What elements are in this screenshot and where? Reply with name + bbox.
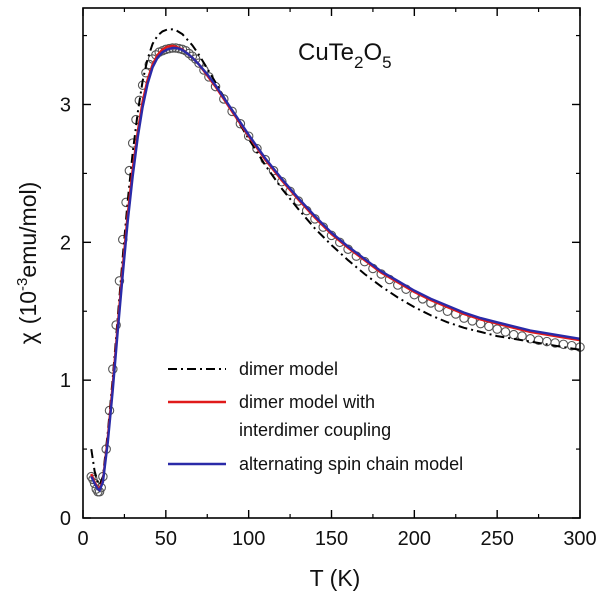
data-point-42 (235, 119, 246, 129)
x-tick-label-0: 0 (77, 528, 88, 550)
x-tick-label-5: 250 (480, 528, 513, 550)
compound-annotation: CuTe2O5 (298, 39, 392, 72)
data-point-12 (114, 276, 125, 286)
y-tick-label-2: 2 (60, 232, 71, 254)
x-tick-label-2: 100 (232, 528, 265, 550)
x-tick-label-6: 300 (563, 528, 596, 550)
legend-label-dimer: dimer model (239, 359, 338, 379)
y-tick-label-1: 1 (60, 370, 71, 392)
y-tick-label-3: 3 (60, 94, 71, 116)
y-axis-title: χ(10-3emu/mol) (14, 182, 41, 345)
series-line-0 (90, 28, 581, 488)
x-tick-label-3: 150 (315, 528, 348, 550)
data-point-74 (500, 327, 511, 337)
x-axis-title: T (K) (310, 565, 361, 591)
y-tick-label-0: 0 (60, 508, 71, 530)
legend-label-interdimer-line2: interdimer coupling (239, 420, 391, 440)
data-point-34 (187, 51, 198, 61)
data-point-40 (219, 94, 229, 104)
data-point-43 (243, 131, 254, 141)
series-line-2 (90, 46, 581, 493)
legend: dimer model dimer model with interdimer c… (168, 359, 463, 474)
data-point-73 (492, 324, 502, 334)
data-point-41 (227, 106, 237, 117)
legend-label-interdimer: dimer model with interdimer coupling (239, 392, 391, 440)
plot-frame (82, 7, 581, 519)
x-tick-label-4: 200 (398, 528, 431, 550)
legend-label-chain: alternating spin chain model (239, 454, 463, 474)
y-axis: 0 1 2 3 (60, 34, 580, 530)
data-point-33 (184, 48, 194, 59)
data-point-75 (508, 329, 519, 340)
x-tick-label-1: 50 (155, 528, 177, 550)
model-curves-group (90, 28, 581, 493)
legend-label-interdimer-line1: dimer model with (239, 392, 375, 412)
x-axis: 0 50 100 150 200 250 300 (77, 8, 597, 550)
data-point-46 (268, 165, 279, 176)
